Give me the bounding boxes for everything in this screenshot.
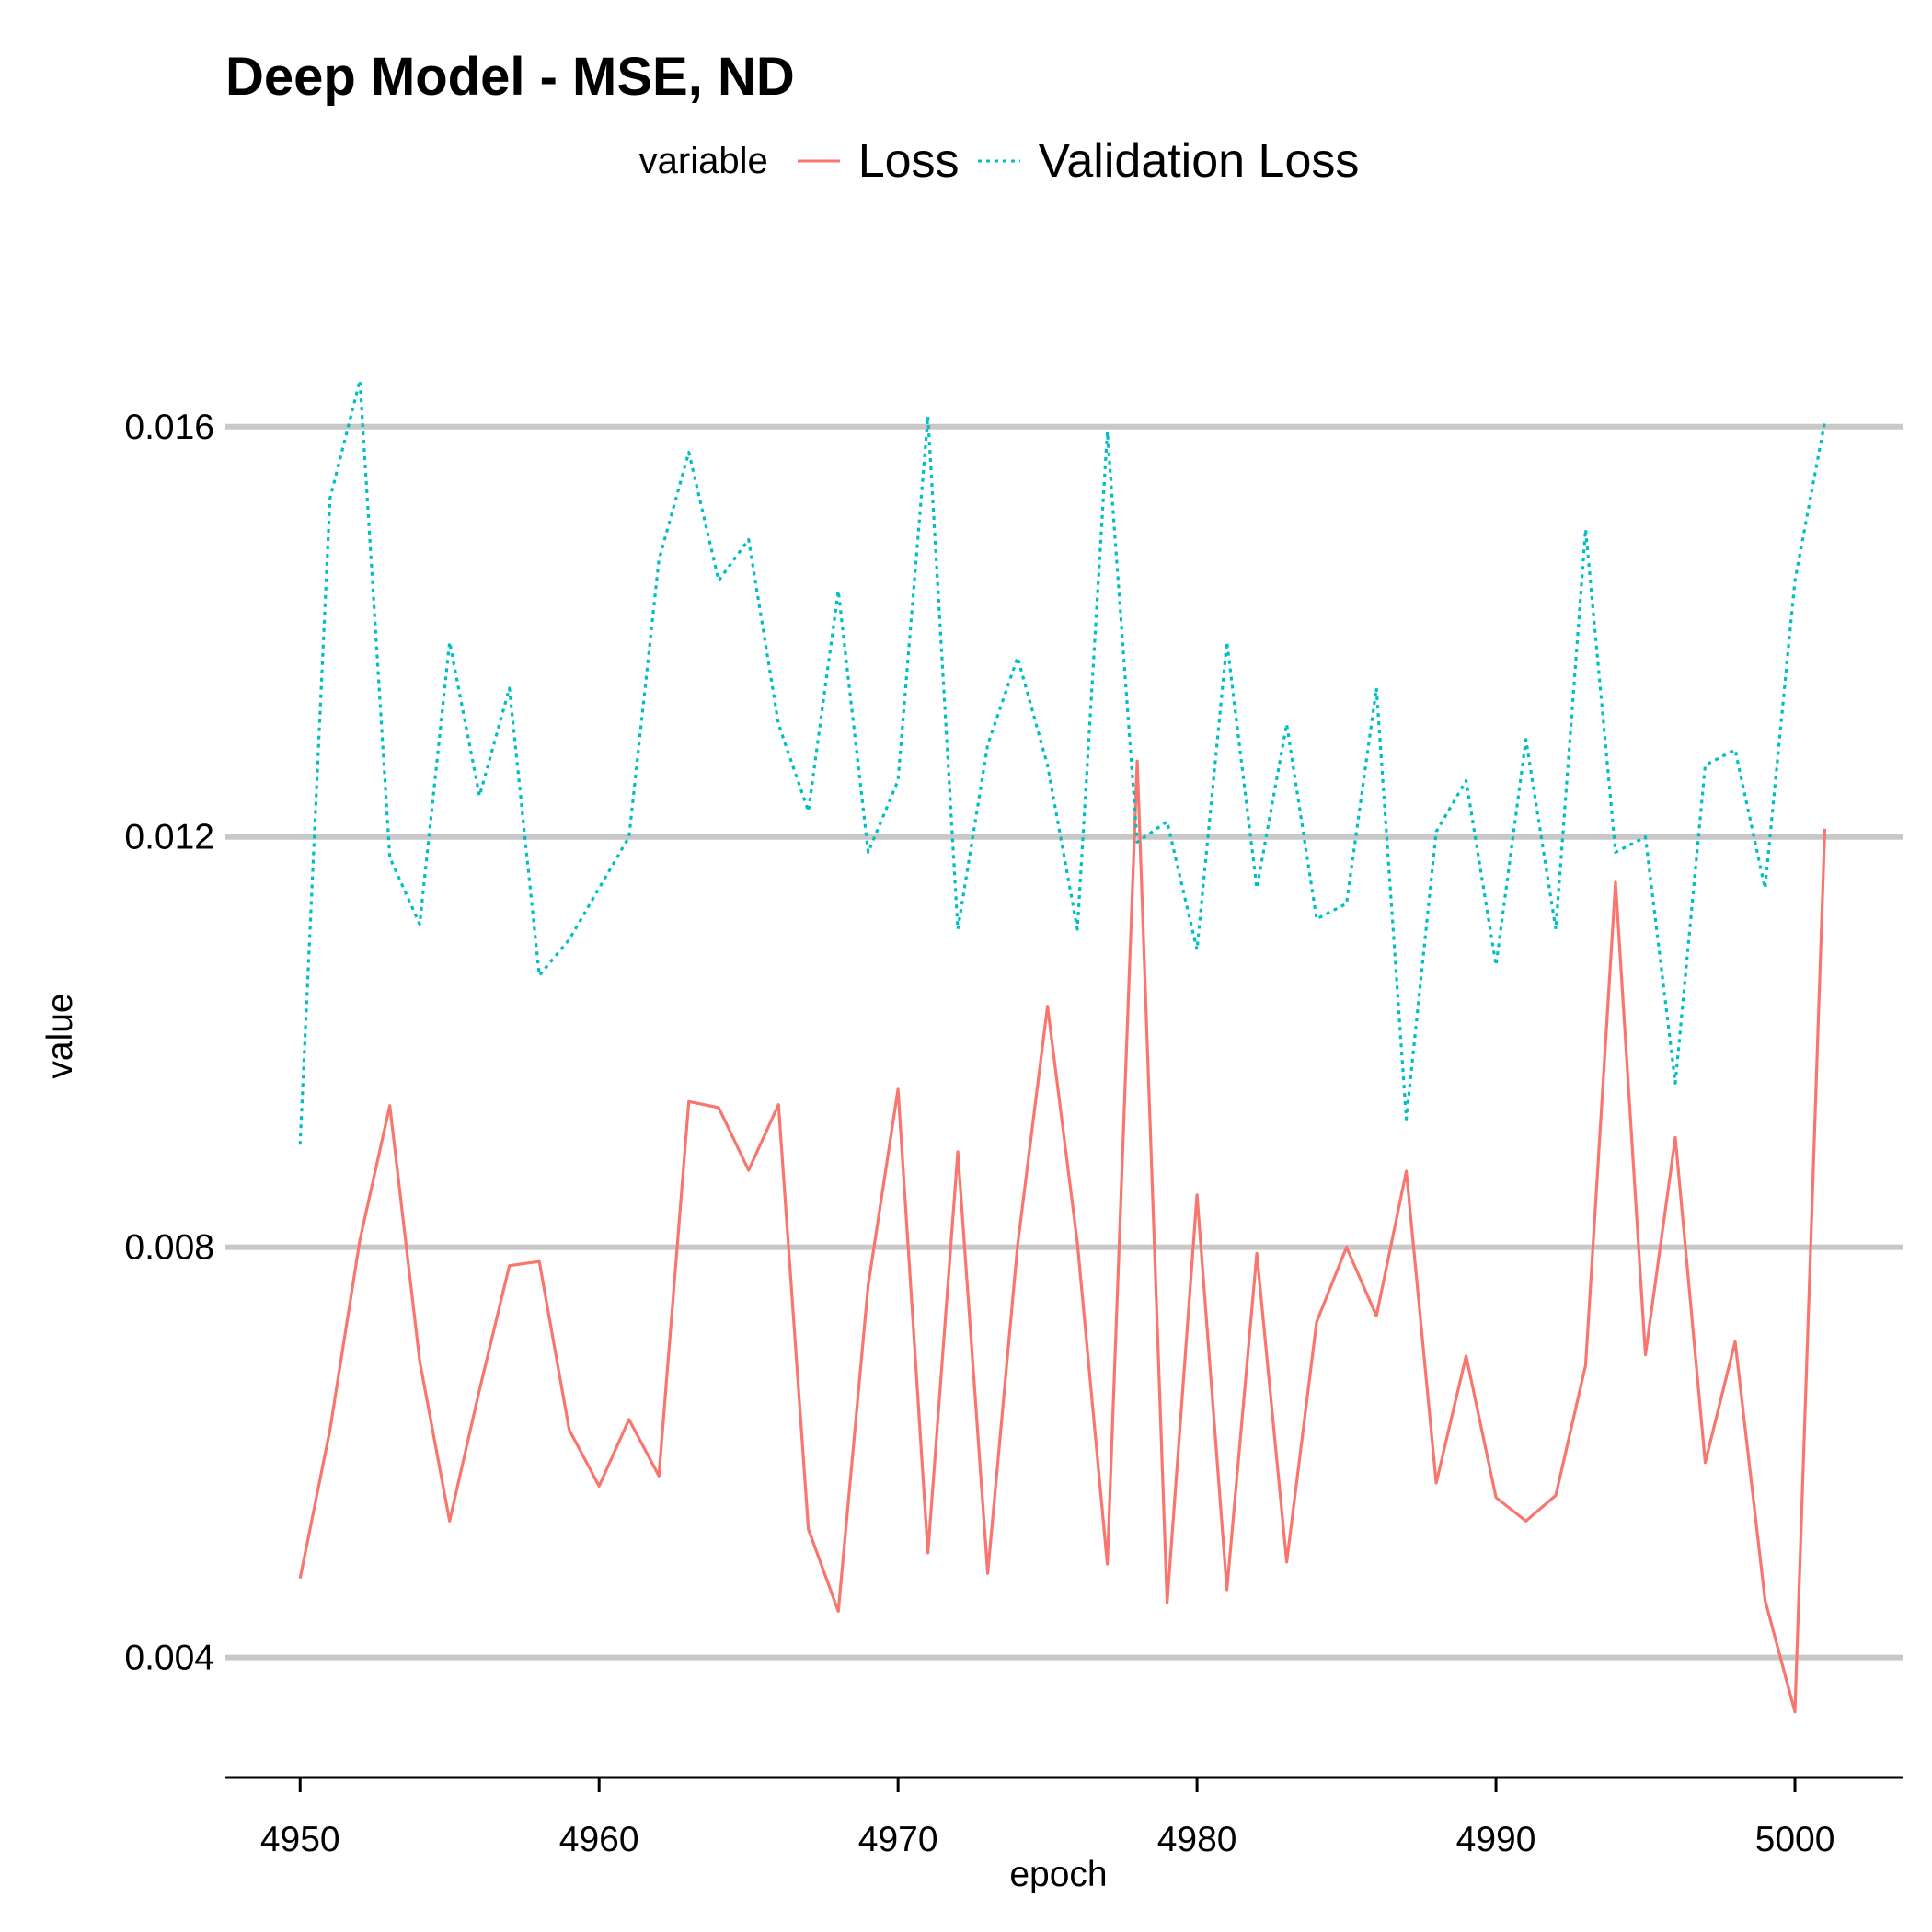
legend-item-validation-loss: Validation Loss	[976, 133, 1360, 189]
legend-label-validation-loss: Validation Loss	[1038, 134, 1360, 188]
series-line-loss	[298, 759, 1827, 1714]
x-tick-label: 4960	[559, 1820, 639, 1859]
legend-label-loss: Loss	[857, 134, 960, 188]
y-tick-label: 0.012	[124, 818, 214, 857]
x-tick-label: 4970	[858, 1820, 938, 1859]
x-tick-label: 5000	[1755, 1820, 1835, 1859]
legend-item-loss: Loss	[796, 133, 960, 189]
legend: variable Loss Validation Loss	[0, 129, 1932, 193]
legend-title: variable	[638, 140, 768, 181]
x-axis-title: epoch	[1009, 1855, 1107, 1894]
x-tick-label: 4980	[1157, 1820, 1237, 1859]
legend-key-validation-loss	[977, 159, 1020, 163]
legend-key-loss	[797, 159, 840, 163]
y-tick-label: 0.008	[124, 1228, 214, 1268]
chart-title: Deep Model - MSE, ND	[225, 47, 795, 107]
y-axis-title: value	[40, 993, 80, 1078]
x-tick-label: 4950	[260, 1820, 340, 1859]
x-tick-label: 4990	[1456, 1820, 1536, 1859]
y-tick-label: 0.004	[124, 1639, 214, 1678]
y-tick-label: 0.016	[124, 408, 214, 447]
series-line-validation-loss	[298, 379, 1827, 1145]
